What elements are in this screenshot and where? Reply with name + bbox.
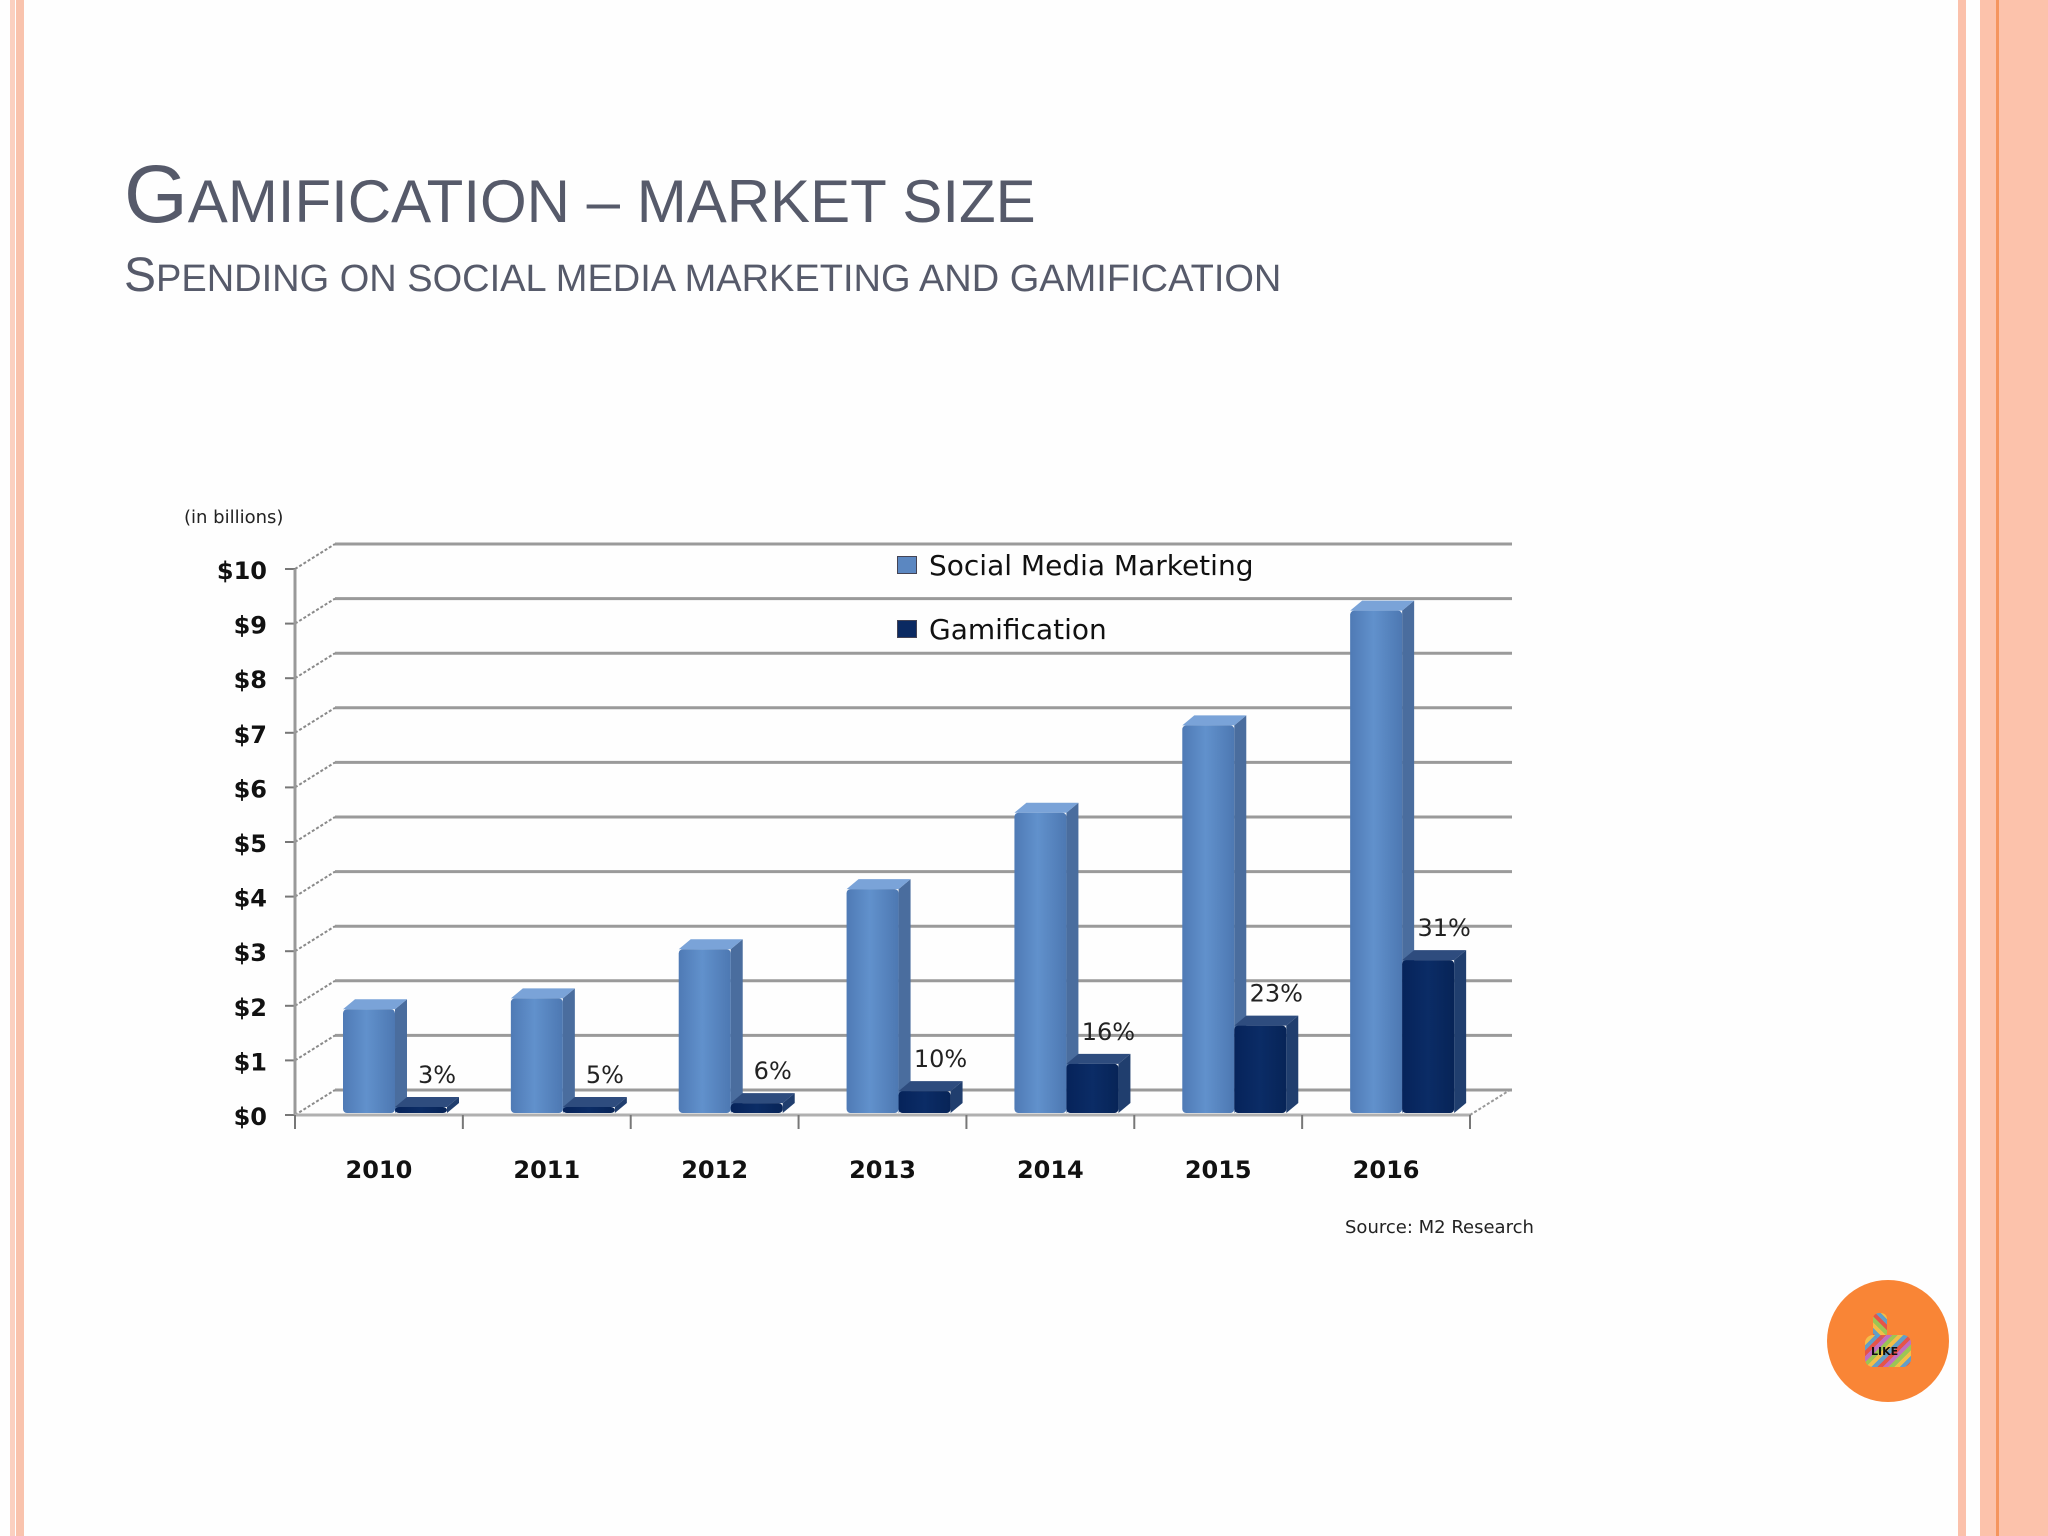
bar bbox=[678, 939, 743, 1113]
chart-labels: $0 $1 $2 $3 $4 $5 $6 $7 $8 $9 $10 2010 3% 2011 5% 2012 6… bbox=[217, 557, 1471, 1184]
legend-swatch-smm bbox=[897, 556, 917, 574]
y-tick-label: $9 bbox=[234, 612, 267, 640]
y-axis-units-label: (in billions) bbox=[184, 507, 284, 528]
chart-source: Source: M2 Research bbox=[1345, 1217, 1534, 1238]
chart-legend: Social Media Marketing Gamification bbox=[897, 548, 1253, 676]
slide-subtitle: SPENDING ON SOCIAL MEDIA MARKETING AND G… bbox=[124, 248, 1281, 303]
x-tick-label: 2010 bbox=[346, 1156, 413, 1184]
y-tick-label: $10 bbox=[217, 557, 267, 585]
x-tick-label: 2013 bbox=[849, 1156, 916, 1184]
bar bbox=[730, 1093, 795, 1113]
bar bbox=[343, 999, 407, 1113]
y-tick-label: $6 bbox=[234, 775, 267, 803]
slide-title: GAMIFICATION – MARKET SIZE bbox=[124, 148, 1036, 242]
right-border-line bbox=[1996, 0, 1999, 1536]
y-tick-label: $5 bbox=[234, 830, 267, 858]
like-badge[interactable]: LIKE bbox=[1827, 1280, 1949, 1402]
y-tick-label: $1 bbox=[234, 1048, 267, 1076]
share-annotation: 16% bbox=[1082, 1018, 1135, 1046]
legend-label: Gamification bbox=[929, 612, 1107, 646]
right-border-stripe bbox=[1958, 0, 1966, 1536]
right-border-band bbox=[1980, 0, 2048, 1536]
chart-axes bbox=[285, 568, 1511, 1129]
share-annotation: 31% bbox=[1417, 914, 1470, 942]
y-tick-label: $0 bbox=[234, 1103, 267, 1131]
bar bbox=[510, 988, 575, 1113]
y-tick-label: $3 bbox=[234, 939, 267, 967]
x-tick-label: 2016 bbox=[1353, 1156, 1420, 1184]
y-tick-label: $8 bbox=[234, 666, 267, 694]
y-tick-label: $7 bbox=[234, 721, 267, 749]
title-initial: G bbox=[124, 149, 188, 240]
x-tick-label: 2015 bbox=[1185, 1156, 1252, 1184]
bar bbox=[1402, 950, 1467, 1113]
share-annotation: 3% bbox=[418, 1061, 456, 1089]
y-tick-label: $4 bbox=[234, 885, 267, 913]
title-text: AMIFICATION – MARKET SIZE bbox=[187, 168, 1036, 235]
bar bbox=[1234, 1015, 1299, 1113]
bar bbox=[898, 1081, 963, 1113]
bar bbox=[1182, 715, 1247, 1113]
bar bbox=[562, 1097, 627, 1113]
subtitle-initial: S bbox=[124, 249, 157, 302]
x-tick-label: 2014 bbox=[1017, 1156, 1084, 1184]
share-annotation: 10% bbox=[914, 1045, 967, 1073]
x-tick-label: 2011 bbox=[513, 1156, 580, 1184]
share-annotation: 6% bbox=[754, 1057, 792, 1085]
legend-item-gamification: Gamification bbox=[897, 612, 1253, 646]
bar bbox=[846, 879, 911, 1113]
chart-bars bbox=[343, 600, 1467, 1113]
share-annotation: 23% bbox=[1250, 980, 1303, 1008]
left-border-stripe-wide bbox=[16, 0, 24, 1536]
y-tick-label: $2 bbox=[234, 994, 267, 1022]
legend-label: Social Media Marketing bbox=[929, 548, 1254, 582]
x-tick-label: 2012 bbox=[681, 1156, 748, 1184]
bar bbox=[1014, 802, 1079, 1113]
thumbs-up-like-icon: LIKE bbox=[1865, 1313, 1911, 1369]
subtitle-text: PENDING ON SOCIAL MEDIA MARKETING AND GA… bbox=[156, 258, 1282, 300]
bar bbox=[395, 1097, 459, 1113]
legend-item-social-media-marketing: Social Media Marketing bbox=[897, 548, 1253, 582]
legend-swatch-gamification bbox=[897, 620, 917, 638]
badge-label: LIKE bbox=[1871, 1345, 1899, 1358]
left-border-stripe bbox=[10, 0, 15, 1536]
share-annotation: 5% bbox=[586, 1061, 624, 1089]
bar bbox=[1066, 1053, 1131, 1113]
